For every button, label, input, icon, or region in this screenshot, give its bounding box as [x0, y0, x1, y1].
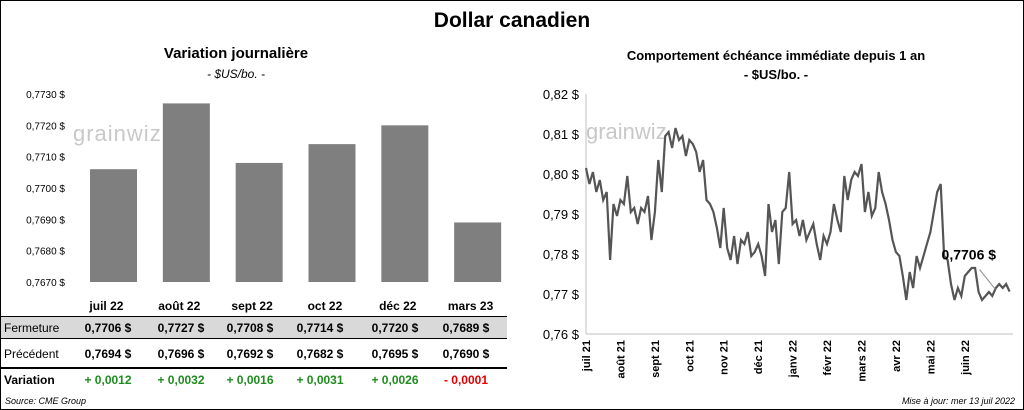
bar-chart-watermark: grainwiz — [73, 121, 162, 146]
table-cell: + 0,0026 — [371, 373, 419, 387]
bar-x-tick-label: juil 22 — [88, 299, 123, 313]
bar — [90, 169, 137, 282]
change-row-label: Variation — [4, 373, 55, 387]
bar — [381, 125, 429, 282]
line-chart-watermark: grainwiz — [586, 119, 667, 144]
line-y-tick-label: 0,79 $ — [543, 207, 580, 222]
bar-x-tick-label: oct 22 — [308, 299, 343, 313]
line-y-tick-label: 0,80 $ — [543, 167, 580, 182]
bar-y-tick-label: 0,7720 $ — [26, 121, 65, 132]
line-x-tick-label: juil 21 — [581, 340, 593, 372]
bar-chart-subtitle: - $US/bo. - — [206, 67, 266, 81]
line-y-tick-label: 0,76 $ — [543, 327, 580, 342]
table-cell: 0,7720 $ — [371, 321, 419, 335]
line-x-tick-label: févr 22 — [822, 340, 834, 375]
update-note: Mise à jour: mer 13 juil 2022 — [901, 396, 1015, 406]
bar-y-tick-label: 0,7670 $ — [26, 278, 65, 289]
bar — [162, 103, 210, 283]
bar-y-tick-label: 0,7730 $ — [26, 90, 65, 101]
line-x-tick-label: avr 22 — [891, 340, 903, 372]
line-chart: 0,76 $ 0,77 $ 0,78 $ 0,79 $ 0,80 $ 0,81 $ 0,82… — [543, 87, 1013, 382]
table-cell: + 0,0031 — [296, 373, 344, 387]
line-chart-y-axis: 0,76 $ 0,77 $ 0,78 $ 0,79 $ 0,80 $ 0,81 $ 0,82… — [543, 87, 1013, 342]
bar-chart-bars — [90, 103, 502, 283]
table-cell: + 0,0016 — [226, 373, 274, 387]
table-cell: 0,7682 $ — [296, 347, 344, 361]
table-row-change: Variation + 0,0012 + 0,0032 + 0,0016 + 0,00… — [1, 367, 507, 390]
table-row-close: Fermeture 0,7706 $ 0,7727 $ 0,7708 $ 0,7714… — [1, 316, 507, 339]
line-y-tick-label: 0,82 $ — [543, 87, 580, 102]
line-chart-title: Comportement échéance immédiate depuis 1… — [626, 48, 926, 63]
table-cell: 0,7694 $ — [84, 347, 132, 361]
line-y-tick-label: 0,78 $ — [543, 247, 580, 262]
line-x-tick-label: mai 22 — [925, 340, 937, 374]
bar-x-tick-label: sept 22 — [231, 299, 273, 313]
table-row-prev: Précédent 0,7694 $ 0,7696 $ 0,7692 $ 0,7682… — [1, 343, 507, 364]
last-value-pointer — [979, 269, 996, 290]
source-note: Source: CME Group — [5, 396, 87, 406]
table-cell: + 0,0032 — [157, 373, 205, 387]
table-cell: 0,7706 $ — [84, 321, 132, 335]
line-x-tick-label: nov 21 — [719, 340, 731, 375]
line-chart-x-labels: juil 21 août 21 sept 21 oct 21 nov 21 déc 21 j… — [581, 340, 972, 382]
line-x-tick-label: juin 22 — [960, 340, 972, 376]
table-cell: 0,7696 $ — [157, 347, 205, 361]
line-x-tick-label: août 21 — [615, 340, 627, 379]
prev-row-label: Précédent — [4, 347, 59, 361]
table-cell: 0,7689 $ — [442, 321, 490, 335]
bar — [454, 222, 502, 282]
close-row-label: Fermeture — [4, 321, 60, 335]
bar-chart-x-labels: juil 22 août 22 sept 22 oct 22 déc 22 mars 23 — [88, 299, 493, 313]
table-cell: 0,7692 $ — [226, 347, 274, 361]
line-x-tick-label: janv 22 — [788, 340, 800, 378]
table-cell: - 0,0001 — [443, 373, 489, 387]
bar-x-tick-label: août 22 — [158, 299, 200, 313]
last-value-label: 0,7706 $ — [942, 247, 997, 263]
table-cell: 0,7690 $ — [442, 347, 490, 361]
bar-chart: 0,7670 $ 0,7680 $ 0,7690 $ 0,7700 $ 0,7710 $… — [26, 90, 502, 313]
bar-y-tick-label: 0,7680 $ — [26, 247, 65, 258]
page-title: Dollar canadien — [433, 9, 591, 32]
line-chart-series-line — [584, 127, 1011, 303]
bar — [308, 144, 356, 282]
line-x-tick-label: sept 21 — [650, 340, 662, 378]
line-y-tick-label: 0,81 $ — [543, 127, 580, 142]
table-cell: 0,7714 $ — [296, 321, 344, 335]
line-chart-subtitle: - $US/bo. - — [743, 67, 809, 82]
bar-chart-title: Variation journalière — [163, 45, 309, 62]
line-x-tick-label: oct 21 — [684, 340, 696, 372]
bar-x-tick-label: déc 22 — [379, 299, 417, 313]
line-y-tick-label: 0,77 $ — [543, 287, 580, 302]
table-cell: 0,7695 $ — [371, 347, 419, 361]
bar — [235, 162, 283, 282]
table-cell: 0,7727 $ — [157, 321, 205, 335]
bar-y-tick-label: 0,7690 $ — [26, 215, 65, 226]
line-x-tick-label: déc 21 — [753, 340, 765, 374]
bar-x-tick-label: mars 23 — [448, 299, 494, 313]
bar-chart-y-axis: 0,7670 $ 0,7680 $ 0,7690 $ 0,7700 $ 0,7710 $… — [26, 90, 65, 289]
line-x-tick-label: mars 22 — [856, 340, 868, 382]
bar-y-tick-label: 0,7700 $ — [26, 184, 65, 195]
table-cell: + 0,0012 — [84, 373, 132, 387]
bar-y-tick-label: 0,7710 $ — [26, 153, 65, 164]
table-cell: 0,7708 $ — [226, 321, 274, 335]
